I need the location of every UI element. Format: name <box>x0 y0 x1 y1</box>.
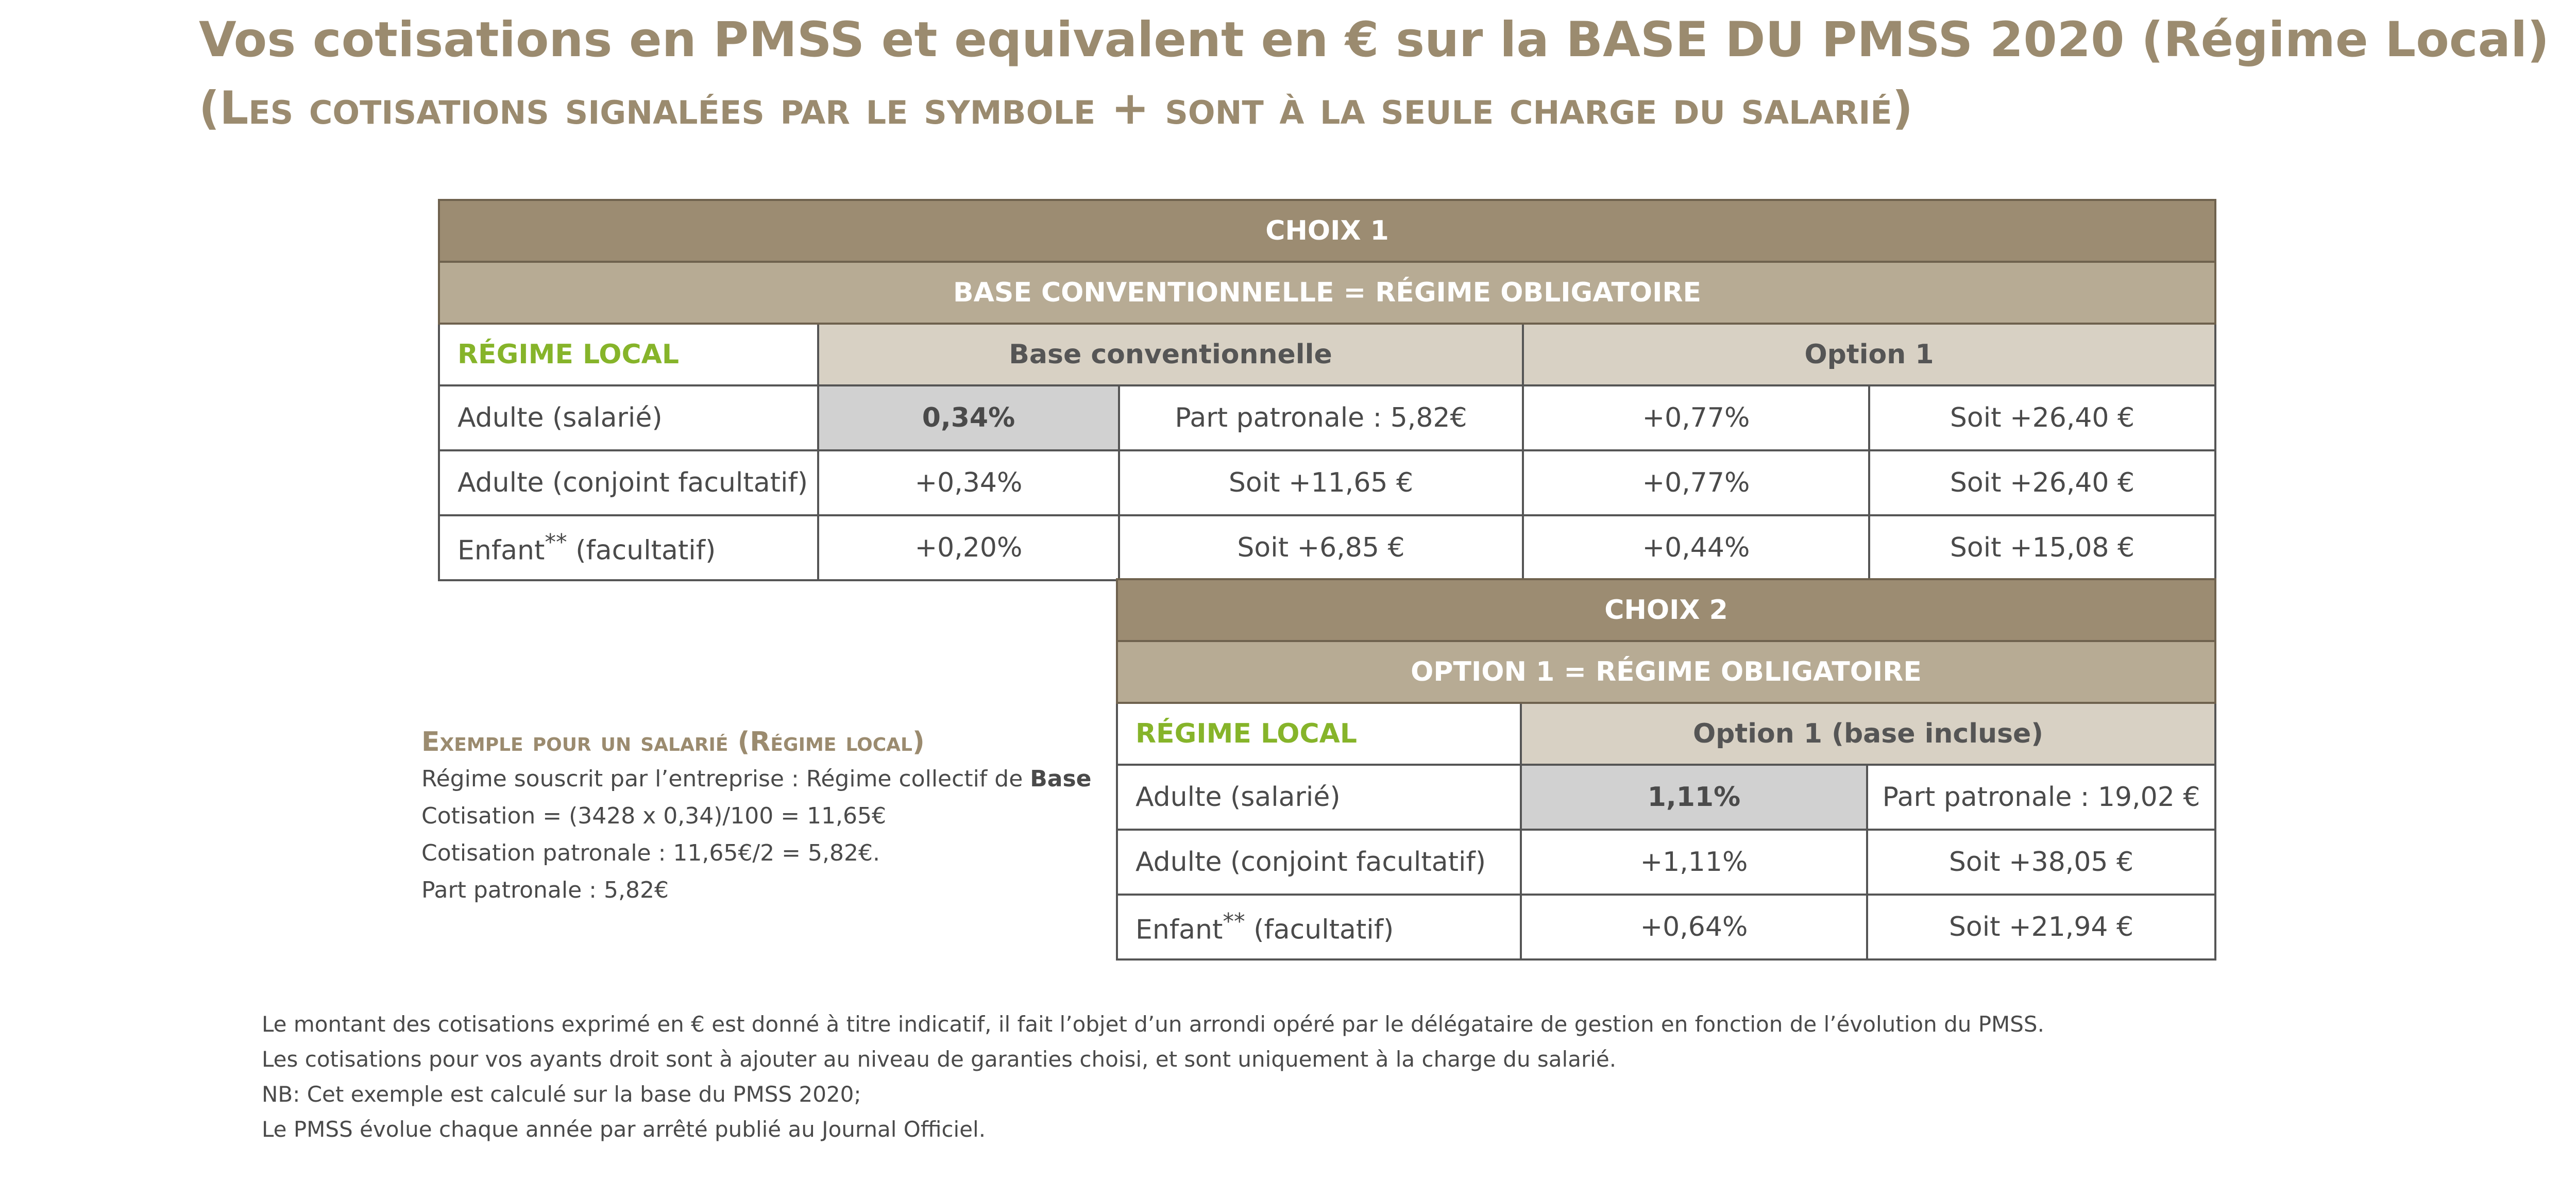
option-rate: +0,77% <box>1522 449 1870 516</box>
option-rate: +0,44% <box>1522 514 1870 581</box>
example-line-text: Régime souscrit par l’entreprise : Régim… <box>421 766 1030 792</box>
table-row: Enfant** (facultatif) +0,64% Soit +21,94… <box>1116 894 2217 961</box>
base-rate: +0,34% <box>817 449 1120 516</box>
table-row: Adulte (salarié) 1,11% Part patronale : … <box>1116 764 2217 831</box>
footer-line: NB: Cet exemple est calculé sur la base … <box>262 1082 861 1107</box>
row-label: Enfant** (facultatif) <box>438 514 819 581</box>
row-label-footnote-mark: ** <box>1223 908 1245 935</box>
footer-line: Les cotisations pour vos ayants droit so… <box>262 1047 1617 1072</box>
footer-line: Le PMSS évolue chaque année par arrêté p… <box>262 1117 986 1142</box>
choix2-col-option: Option 1 (base incluse) <box>1519 702 2217 766</box>
row-label: Adulte (salarié) <box>1116 764 1522 831</box>
footer-line: Le montant des cotisations exprimé en € … <box>262 1012 2044 1037</box>
row-label: Enfant** (facultatif) <box>1116 894 1522 961</box>
example-line: Cotisation patronale : 11,65€/2 = 5,82€. <box>421 840 880 866</box>
example-line: Cotisation = (3428 x 0,34)/100 = 11,65€ <box>421 803 887 829</box>
choix1-col-option: Option 1 <box>1521 323 2217 386</box>
table-row: Adulte (conjoint facultatif) +1,11% Soit… <box>1116 829 2217 896</box>
plus-symbol: + <box>1111 81 1149 134</box>
example-line: Régime souscrit par l’entreprise : Régim… <box>421 761 1092 798</box>
choix1-subtitle: BASE CONVENTIONNELLE = RÉGIME OBLIGATOIR… <box>437 261 2217 325</box>
footer-notes: Le montant des cotisations exprimé en € … <box>262 1007 2044 1147</box>
page-title: Vos cotisations en PMSS et equivalent en… <box>199 12 2550 68</box>
option-rate: 1,11% <box>1520 764 1868 831</box>
option-amount: Soit +21,94 € <box>1866 894 2217 961</box>
page-subtitle: (Les cotisations signalées par le symbol… <box>199 77 1913 139</box>
base-amount: Part patronale : 5,82€ <box>1118 384 1524 451</box>
table-row: Enfant** (facultatif) +0,20% Soit +6,85 … <box>438 514 2217 581</box>
choix2-table: CHOIX 2 OPTION 1 = RÉGIME OBLIGATOIRE RÉ… <box>1115 578 2217 961</box>
option-rate: +1,11% <box>1520 829 1868 896</box>
option-amount: Part patronale : 19,02 € <box>1866 764 2217 831</box>
choix2-title: CHOIX 2 <box>1115 578 2217 642</box>
row-label-footnote-mark: ** <box>545 529 567 555</box>
row-label: Adulte (salarié) <box>438 384 819 451</box>
row-label: Adulte (conjoint facultatif) <box>438 449 819 516</box>
example-line-bold: Base <box>1030 766 1092 792</box>
choix1-title: CHOIX 1 <box>437 199 2217 263</box>
example-title: Exemple pour un salarié (Régime local) <box>421 727 925 757</box>
base-amount: Soit +11,65 € <box>1118 449 1524 516</box>
option-rate: +0,64% <box>1520 894 1868 961</box>
option-amount: Soit +26,40 € <box>1868 449 2217 516</box>
row-label-main: Enfant <box>1136 914 1223 946</box>
row-label-rest: (facultatif) <box>1245 914 1394 946</box>
option-rate: +0,77% <box>1522 384 1870 451</box>
choix1-table: CHOIX 1 BASE CONVENTIONNELLE = RÉGIME OB… <box>437 199 2217 581</box>
table-row: Adulte (conjoint facultatif) +0,34% Soit… <box>438 449 2217 516</box>
base-rate: 0,34% <box>817 384 1120 451</box>
base-amount: Soit +6,85 € <box>1118 514 1524 581</box>
table-row: Adulte (salarié) 0,34% Part patronale : … <box>438 384 2217 451</box>
choix1-regime-label: RÉGIME LOCAL <box>438 323 819 386</box>
base-rate: +0,20% <box>817 514 1120 581</box>
choix2-regime-label: RÉGIME LOCAL <box>1116 702 1522 766</box>
row-label-main: Enfant <box>457 535 545 566</box>
option-amount: Soit +38,05 € <box>1866 829 2217 896</box>
example-block: Exemple pour un salarié (Régime local) R… <box>421 723 1092 909</box>
option-amount: Soit +15,08 € <box>1868 514 2217 581</box>
option-amount: Soit +26,40 € <box>1868 384 2217 451</box>
choix2-subtitle: OPTION 1 = RÉGIME OBLIGATOIRE <box>1115 640 2217 704</box>
row-label-rest: (facultatif) <box>567 535 716 566</box>
subtitle-open: (Les cotisations signalées par le symbol… <box>199 81 1111 134</box>
subtitle-close: sont à la seule charge du salarié) <box>1149 81 1913 134</box>
example-line: Part patronale : 5,82€ <box>421 877 669 903</box>
choix1-col-base: Base conventionnelle <box>817 323 1524 386</box>
row-label: Adulte (conjoint facultatif) <box>1116 829 1522 896</box>
